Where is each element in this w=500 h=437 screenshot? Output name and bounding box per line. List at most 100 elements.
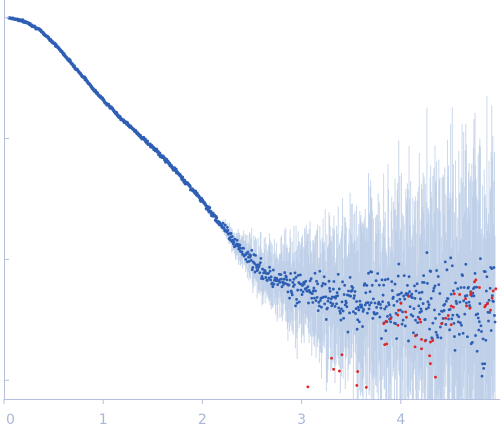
data-point [368, 290, 372, 293]
outlier-point [405, 315, 408, 319]
data-point [425, 251, 429, 254]
data-point [377, 300, 381, 304]
data-point [472, 294, 476, 298]
data-point [348, 276, 352, 279]
outlier-point [491, 289, 495, 293]
data-point [392, 304, 396, 307]
data-point [439, 336, 443, 340]
data-point [324, 318, 328, 321]
data-point [403, 297, 407, 301]
data-point [384, 329, 388, 333]
data-point [353, 290, 357, 293]
data-point [356, 318, 360, 322]
data-point [436, 275, 440, 278]
data-point [386, 315, 389, 318]
data-point [271, 268, 275, 272]
data-point [395, 337, 399, 340]
data-point [315, 279, 318, 283]
data-point [390, 280, 394, 284]
data-point [281, 280, 285, 284]
data-point [249, 259, 253, 262]
data-point [493, 320, 497, 324]
data-point [434, 330, 438, 334]
data-point [407, 339, 410, 343]
outlier-point [423, 339, 427, 343]
outlier-point [428, 362, 432, 366]
data-point [257, 263, 261, 267]
data-point [314, 299, 318, 303]
data-point [416, 321, 420, 324]
data-point [435, 269, 439, 272]
data-point [290, 293, 294, 297]
data-point [381, 300, 384, 304]
data-point [492, 266, 496, 269]
outlier-point [489, 308, 492, 312]
data-point [327, 279, 331, 283]
outlier-point [330, 356, 333, 360]
data-point [342, 316, 346, 320]
data-point [297, 300, 301, 304]
data-point [331, 287, 335, 291]
data-point [158, 151, 162, 155]
data-point [337, 287, 341, 291]
data-point [278, 280, 282, 284]
data-point [442, 309, 446, 312]
data-point [288, 278, 292, 282]
outlier-point [473, 280, 476, 284]
data-point [287, 283, 291, 287]
data-point [427, 303, 431, 307]
data-point [328, 286, 331, 290]
data-point [320, 305, 323, 309]
data-point [411, 331, 415, 335]
data-point [279, 273, 283, 276]
data-point [401, 318, 405, 322]
data-point [331, 302, 335, 306]
data-point [441, 317, 445, 320]
data-point [451, 289, 455, 293]
outlier-point [458, 293, 462, 296]
data-point [482, 367, 486, 370]
data-point [225, 225, 229, 229]
data-point [263, 269, 267, 273]
data-point [347, 289, 350, 293]
data-point [407, 275, 411, 279]
data-point [462, 286, 466, 289]
data-point [183, 178, 187, 182]
data-point [368, 303, 371, 307]
data-point [233, 237, 237, 241]
data-point [387, 301, 390, 305]
data-point [341, 280, 344, 284]
data-point [365, 284, 369, 287]
data-point [367, 307, 371, 311]
outlier-point [397, 308, 400, 312]
x-axis-ticks: 0 1 2 3 4 [3, 399, 405, 428]
data-point [454, 299, 458, 303]
data-point [431, 321, 435, 325]
data-point [323, 302, 327, 306]
data-point [318, 269, 322, 273]
data-point [408, 290, 411, 293]
data-point [377, 283, 381, 287]
outlier-point [364, 385, 368, 389]
data-point [336, 272, 340, 276]
data-point [322, 295, 326, 299]
data-point [475, 285, 479, 289]
data-point [479, 257, 482, 261]
data-point [342, 293, 346, 296]
data-point [477, 328, 481, 332]
data-point [280, 277, 283, 281]
data-point [241, 252, 244, 256]
data-point [380, 337, 383, 340]
data-point [490, 294, 494, 298]
data-point [444, 323, 448, 326]
data-point [422, 281, 426, 284]
data-point [341, 309, 345, 313]
outlier-point [431, 339, 435, 342]
data-point [327, 296, 330, 300]
data-point [340, 307, 343, 311]
outlier-point [452, 305, 455, 309]
outlier-point [483, 305, 487, 309]
outlier-point [490, 296, 494, 300]
outlier-point [486, 302, 489, 306]
data-point [348, 311, 351, 315]
